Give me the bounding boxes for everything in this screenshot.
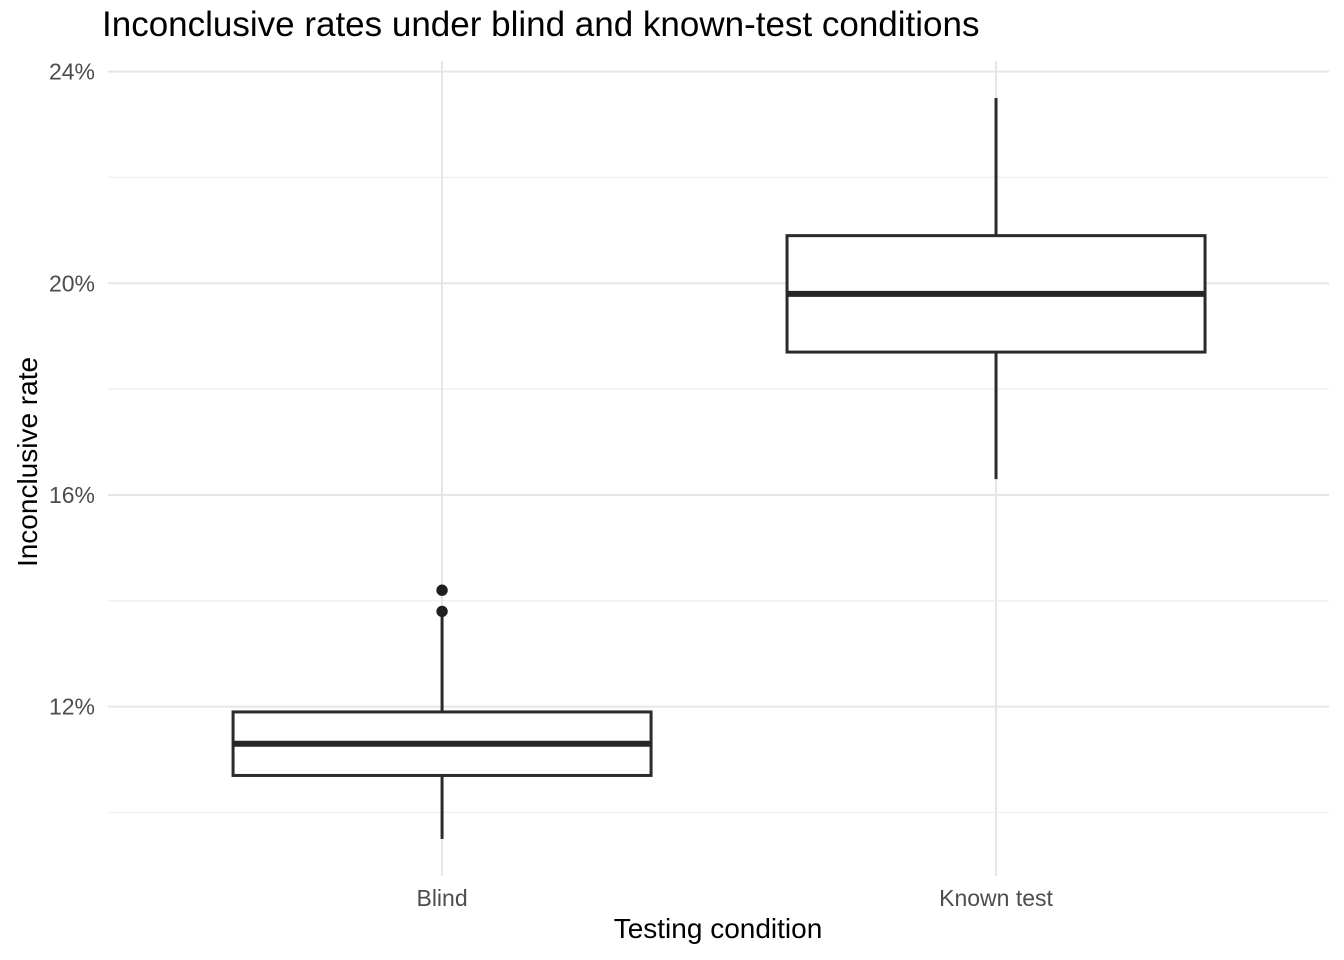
x-axis-title: Testing condition xyxy=(613,913,823,944)
boxplot-outlier-point xyxy=(436,584,448,596)
y-tick-label: 24% xyxy=(49,59,95,85)
chart-title: Inconclusive rates under blind and known… xyxy=(102,5,980,44)
y-tick-label: 12% xyxy=(49,694,95,720)
y-tick-label: 16% xyxy=(49,482,95,508)
x-tick-label: Known test xyxy=(939,885,1053,911)
x-tick-label: Blind xyxy=(416,885,467,911)
y-axis-title: Inconclusive rate xyxy=(12,356,43,568)
boxplot-outlier-point xyxy=(436,605,448,618)
x-axis-title-wrap: Testing condition xyxy=(0,913,1344,945)
y-tick-label: 20% xyxy=(49,270,95,296)
